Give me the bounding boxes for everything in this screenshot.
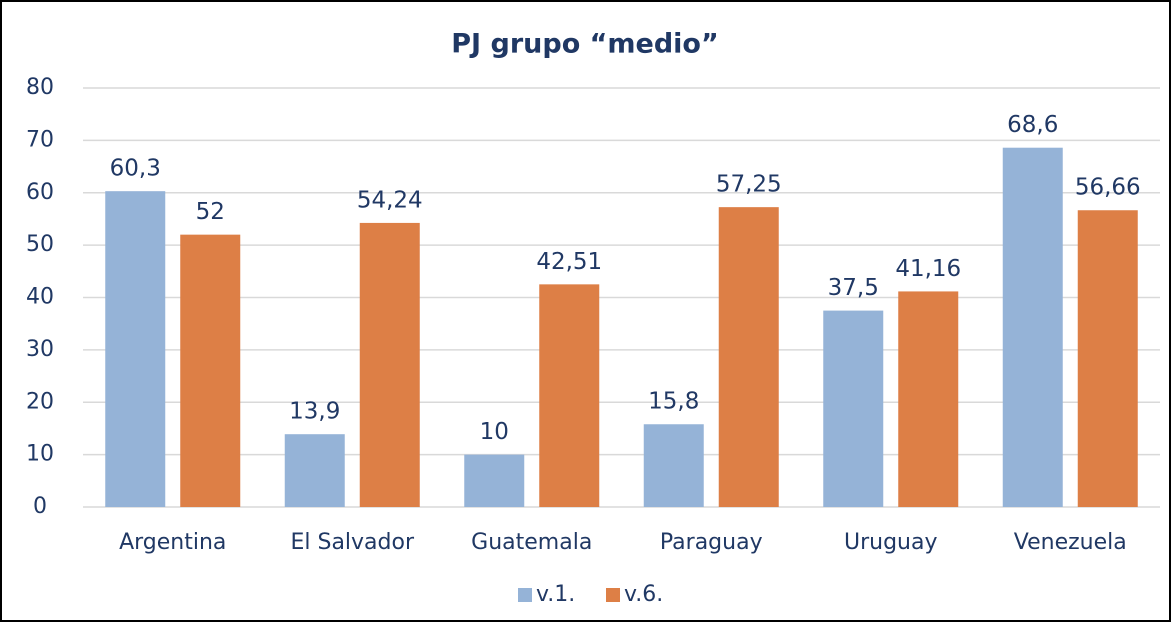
y-tick-label: 20 <box>26 389 54 414</box>
legend-swatch <box>606 588 620 602</box>
legend-label: v.6. <box>624 582 663 607</box>
bar <box>823 310 884 507</box>
value-label: 15,8 <box>648 389 699 415</box>
legend-label: v.1. <box>536 582 575 607</box>
bar <box>359 222 420 507</box>
value-label: 56,66 <box>1075 175 1141 201</box>
y-tick-label: 0 <box>33 494 47 519</box>
bar <box>718 207 779 507</box>
x-tick-label: Paraguay <box>660 530 763 555</box>
x-tick-label: Uruguay <box>844 530 938 555</box>
y-tick-label: 30 <box>26 337 54 362</box>
x-tick-label: El Salvador <box>290 530 414 555</box>
bar <box>1002 147 1063 507</box>
bar <box>284 434 345 507</box>
value-label: 60,3 <box>110 156 161 182</box>
bar <box>539 284 600 507</box>
value-label: 57,25 <box>716 172 782 198</box>
x-tick-label: Argentina <box>119 530 226 555</box>
value-label: 13,9 <box>289 399 340 425</box>
value-label: 42,51 <box>536 249 602 275</box>
x-tick-label: Guatemala <box>471 530 592 555</box>
x-tick-label: Venezuela <box>1014 530 1127 555</box>
value-label: 68,6 <box>1007 112 1058 138</box>
bar <box>643 424 704 507</box>
value-label: 41,16 <box>895 256 961 282</box>
chart-title: PJ grupo “medio” <box>451 29 718 60</box>
value-label: 54,24 <box>357 187 423 213</box>
bar <box>464 454 525 507</box>
value-label: 52 <box>196 199 225 225</box>
value-label: 37,5 <box>828 275 879 301</box>
bar <box>105 191 166 507</box>
y-tick-label: 40 <box>26 285 54 310</box>
legend-swatch <box>518 588 532 602</box>
y-tick-label: 10 <box>26 442 54 467</box>
y-tick-label: 70 <box>26 127 54 152</box>
value-label: 10 <box>480 419 509 445</box>
y-tick-label: 80 <box>26 75 54 100</box>
bar <box>1077 210 1138 507</box>
bar <box>180 234 241 507</box>
bar <box>898 291 959 507</box>
y-tick-label: 60 <box>26 180 54 205</box>
y-tick-label: 50 <box>26 232 54 257</box>
